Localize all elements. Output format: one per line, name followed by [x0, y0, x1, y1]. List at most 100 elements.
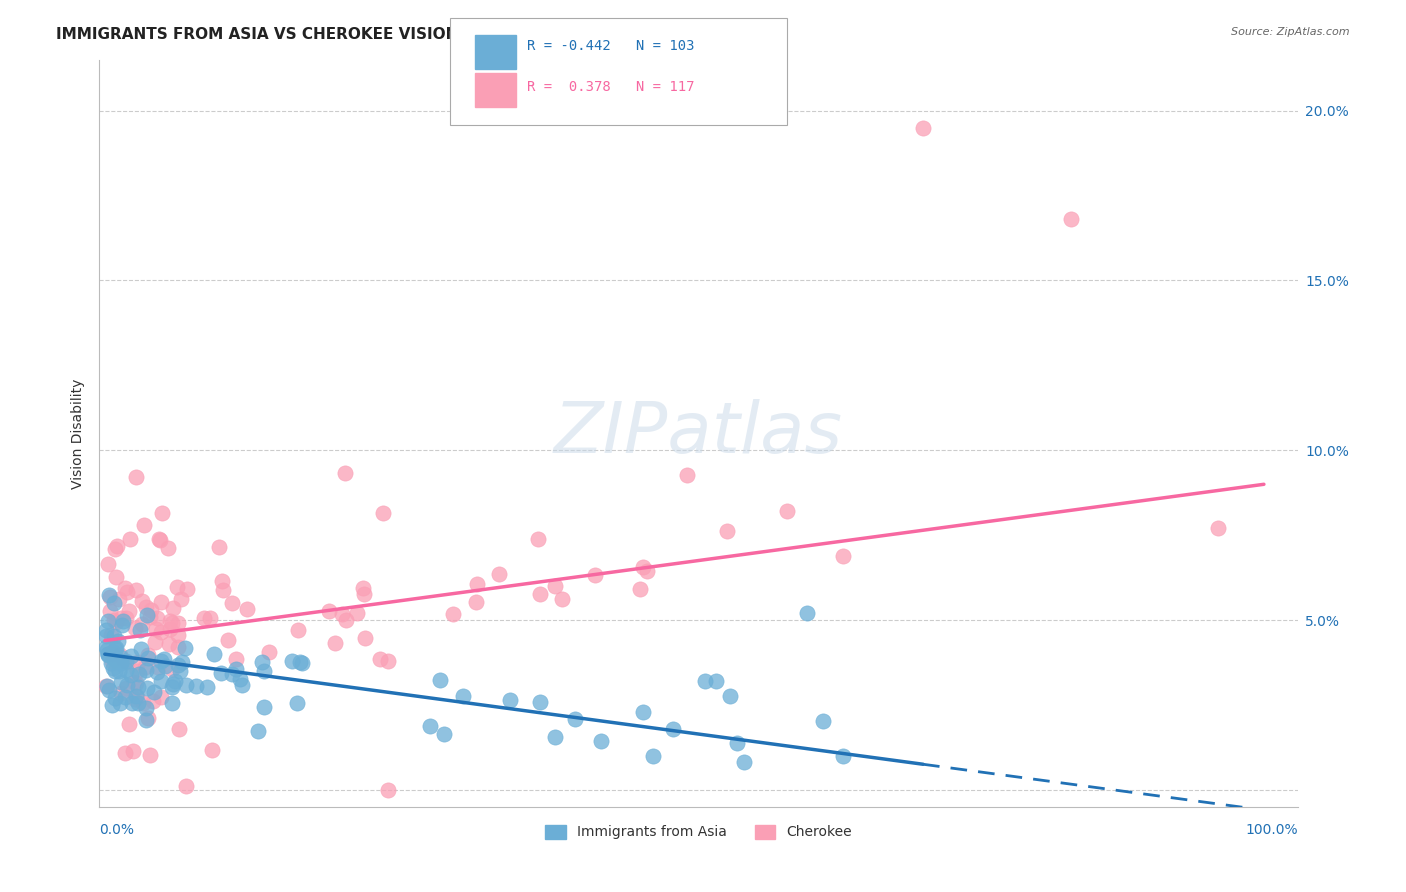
- Point: [352, 581, 374, 595]
- Point: [543, 579, 565, 593]
- Point: [148, 660, 170, 674]
- Point: [166, 628, 188, 642]
- Point: [148, 532, 170, 546]
- Point: [101, 661, 124, 675]
- Point: [633, 706, 655, 720]
- Point: [162, 601, 184, 615]
- Point: [143, 684, 166, 698]
- Point: [451, 689, 474, 703]
- Point: [167, 722, 190, 736]
- Point: [643, 749, 665, 764]
- Point: [135, 713, 157, 727]
- Text: IMMIGRANTS FROM ASIA VS CHEROKEE VISION DISABILITY CORRELATION CHART: IMMIGRANTS FROM ASIA VS CHEROKEE VISION …: [56, 27, 747, 42]
- Point: [591, 733, 613, 747]
- Point: [288, 655, 311, 669]
- Point: [160, 615, 183, 630]
- Point: [131, 594, 153, 608]
- Point: [813, 714, 835, 728]
- Point: [371, 506, 394, 520]
- Point: [136, 648, 159, 662]
- Point: [529, 587, 551, 601]
- Point: [118, 716, 141, 731]
- Point: [138, 610, 160, 624]
- Point: [529, 695, 551, 709]
- Point: [170, 592, 193, 607]
- Point: [125, 690, 148, 704]
- Point: [551, 592, 574, 607]
- Point: [136, 651, 159, 665]
- Point: [211, 574, 233, 589]
- Point: [129, 642, 152, 657]
- Point: [725, 736, 748, 750]
- Point: [110, 696, 132, 710]
- Text: R =  0.378   N = 117: R = 0.378 N = 117: [527, 80, 695, 95]
- Point: [167, 657, 190, 672]
- Point: [104, 615, 127, 629]
- Point: [136, 711, 159, 725]
- Point: [122, 674, 145, 689]
- Point: [419, 719, 441, 733]
- Point: [120, 667, 142, 681]
- Text: ZIPatlas: ZIPatlas: [554, 399, 844, 467]
- Point: [212, 583, 235, 598]
- Point: [174, 678, 197, 692]
- Point: [98, 683, 121, 698]
- Point: [186, 679, 208, 693]
- Point: [353, 587, 375, 601]
- Point: [465, 595, 488, 609]
- Text: 100.0%: 100.0%: [1246, 823, 1298, 838]
- Point: [225, 662, 247, 676]
- Point: [281, 654, 304, 668]
- Point: [145, 622, 167, 636]
- Point: [98, 588, 121, 602]
- Point: [125, 690, 148, 705]
- Point: [115, 611, 138, 625]
- Point: [104, 641, 127, 656]
- Point: [105, 539, 128, 553]
- Point: [149, 674, 172, 689]
- Point: [127, 655, 149, 669]
- Point: [135, 681, 157, 695]
- Point: [115, 655, 138, 669]
- Point: [110, 656, 132, 670]
- Point: [115, 654, 138, 668]
- Point: [127, 664, 149, 678]
- Point: [170, 655, 193, 669]
- Point: [149, 533, 172, 547]
- Point: [139, 748, 162, 763]
- Point: [318, 604, 340, 618]
- Point: [149, 624, 172, 639]
- Point: [441, 607, 464, 621]
- Point: [526, 532, 548, 546]
- Point: [176, 779, 198, 793]
- Point: [125, 470, 148, 484]
- Point: [98, 604, 121, 618]
- Point: [127, 680, 149, 694]
- Point: [167, 640, 190, 655]
- Point: [107, 634, 129, 648]
- Point: [353, 632, 375, 646]
- Point: [157, 637, 180, 651]
- Point: [323, 635, 346, 649]
- Point: [100, 698, 122, 713]
- Point: [796, 607, 818, 621]
- Point: [225, 652, 247, 666]
- Point: [115, 681, 138, 695]
- Point: [101, 645, 124, 659]
- Point: [115, 584, 138, 599]
- Point: [153, 651, 176, 665]
- Point: [104, 691, 127, 706]
- Point: [153, 658, 176, 673]
- Point: [166, 616, 188, 631]
- Point: [94, 640, 117, 654]
- Point: [221, 666, 243, 681]
- Point: [733, 755, 755, 769]
- Point: [101, 647, 124, 661]
- Point: [377, 783, 399, 797]
- Point: [122, 743, 145, 757]
- Point: [118, 604, 141, 618]
- Point: [176, 582, 198, 596]
- Point: [134, 517, 156, 532]
- Point: [250, 655, 273, 669]
- Point: [676, 468, 699, 483]
